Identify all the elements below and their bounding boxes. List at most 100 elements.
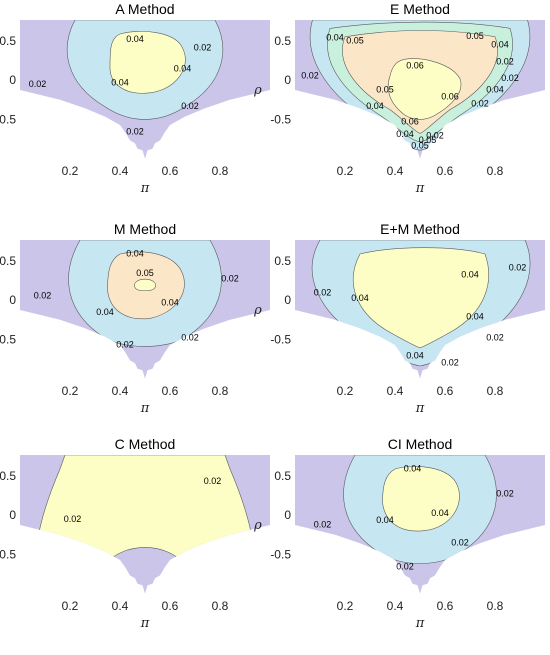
contour-region xyxy=(37,455,253,565)
x-tick-label: 0.6 xyxy=(162,164,179,178)
x-tick-label: 0.4 xyxy=(387,164,404,178)
x-tick-label: 0.4 xyxy=(112,599,129,613)
contour-label: 0.05 xyxy=(376,84,394,94)
x-tick-label: 0.6 xyxy=(437,384,454,398)
x-tick-label: 0.2 xyxy=(337,599,354,613)
x-tick-label: 0.6 xyxy=(437,164,454,178)
x-tick-label: 0.8 xyxy=(487,384,504,398)
y-tick-label: 0.5 xyxy=(274,34,291,48)
x-tick-label: 0.2 xyxy=(62,599,79,613)
contour-label: 0.02 xyxy=(451,538,469,548)
contour-label: 0.04 xyxy=(461,269,479,279)
x-tick-label: 0.2 xyxy=(337,164,354,178)
contour-label: 0.02 xyxy=(396,561,414,571)
y-tick-label: 0.5 xyxy=(274,254,291,268)
y-tick-label: 0.5 xyxy=(0,469,16,483)
chart-panel: 0.050.040.020.060.050.040.020.060.050.04… xyxy=(253,1,545,196)
x-tick-label: 0.4 xyxy=(112,164,129,178)
y-tick-label: -0.5 xyxy=(0,547,16,561)
x-tick-label: 0.8 xyxy=(487,164,504,178)
contour-label: 0.04 xyxy=(126,34,144,44)
contour-label: 0.02 xyxy=(501,73,519,83)
contour-label: 0.02 xyxy=(314,288,332,298)
contour-region xyxy=(353,247,489,349)
x-tick-label: 0.2 xyxy=(337,384,354,398)
contour-label: 0.04 xyxy=(111,77,129,87)
x-tick-label: 0.8 xyxy=(212,164,229,178)
x-axis-label: π xyxy=(140,181,150,196)
x-axis-label: π xyxy=(140,401,150,416)
contour-label: 0.02 xyxy=(64,514,82,524)
y-tick-label: -0.5 xyxy=(0,112,16,126)
x-tick-label: 0.8 xyxy=(212,599,229,613)
chart-panel: 0.02 0.04 0.02 0.04 0.04 0.02 0.04 0.02 E+M Meth… xyxy=(253,221,545,416)
contour-label: 0.02 xyxy=(301,70,319,80)
contour-label: 0.02 xyxy=(126,126,144,136)
panel-title: A Method xyxy=(115,1,174,17)
contour-label: 0.05 xyxy=(411,140,429,150)
x-tick-label: 0.6 xyxy=(162,599,179,613)
y-tick-label: -0.5 xyxy=(270,332,291,346)
contour-label: 0.04 xyxy=(396,129,414,139)
contour-region xyxy=(382,466,460,532)
y-tick-label: 0 xyxy=(284,508,291,522)
contour-label: 0.02 xyxy=(496,56,514,66)
contour-label: 0.02 xyxy=(29,79,47,89)
contour-label: 0.04 xyxy=(126,248,144,258)
x-tick-label: 0.6 xyxy=(162,384,179,398)
contour-label: 0.05 xyxy=(346,35,364,45)
contour-label: 0.02 xyxy=(181,332,199,342)
contour-label: 0.02 xyxy=(314,519,332,529)
contour-label: 0.04 xyxy=(366,101,384,111)
chart-panel: 0.04 0.02 0.04 0.04 0.02 0.02 0.02 CI Method 0.2… xyxy=(253,436,545,631)
y-tick-label: 0.5 xyxy=(0,34,16,48)
x-axis-label: π xyxy=(415,616,425,631)
contour-label: 0.05 xyxy=(136,268,154,278)
contour-label: 0.02 xyxy=(471,98,489,108)
panel-title: M Method xyxy=(114,221,176,237)
contour-label: 0.04 xyxy=(491,40,509,50)
contour-label: 0.02 xyxy=(441,358,459,368)
y-tick-label: 0 xyxy=(284,293,291,307)
chart-panel: 0.02 0.02 C Method 0.2 0.4 0.6 0.8 0.5 0 -0.5 π ρ xyxy=(0,436,270,631)
y-tick-label: 0.5 xyxy=(274,469,291,483)
contour-label: 0.06 xyxy=(441,91,459,101)
panel-title: CI Method xyxy=(388,436,453,452)
y-axis-label: ρ xyxy=(253,518,262,533)
chart-panel: 0.04 0.02 0.04 0.04 0.02 0.02 0.02 A Method 0.2 0… xyxy=(0,1,270,196)
panel-title: C Method xyxy=(115,436,176,452)
contour-label: 0.02 xyxy=(181,101,199,111)
contour-label: 0.04 xyxy=(486,84,504,94)
contour-label: 0.02 xyxy=(194,42,212,52)
contour-label: 0.02 xyxy=(426,131,444,141)
contour-region xyxy=(109,31,186,94)
x-tick-label: 0.4 xyxy=(387,384,404,398)
y-axis-label: ρ xyxy=(253,83,262,98)
contour-label: 0.04 xyxy=(406,351,424,361)
contour-label: 0.04 xyxy=(96,307,114,317)
contour-label: 0.04 xyxy=(351,293,369,303)
contour-label: 0.04 xyxy=(404,463,422,473)
contour-label: 0.04 xyxy=(466,311,484,321)
contour-label: 0.06 xyxy=(406,61,424,71)
x-tick-label: 0.2 xyxy=(62,164,79,178)
contour-region xyxy=(134,278,156,292)
contour-label: 0.02 xyxy=(221,274,239,284)
x-tick-label: 0.8 xyxy=(487,599,504,613)
x-tick-label: 0.6 xyxy=(437,599,454,613)
contour-label: 0.05 xyxy=(419,135,437,145)
contour-label: 0.02 xyxy=(509,262,527,272)
x-axis-label: π xyxy=(140,616,150,631)
x-tick-label: 0.8 xyxy=(212,384,229,398)
y-tick-label: 0.5 xyxy=(0,254,16,268)
y-tick-label: -0.5 xyxy=(270,547,291,561)
x-tick-label: 0.4 xyxy=(387,599,404,613)
x-tick-label: 0.2 xyxy=(62,384,79,398)
y-tick-label: 0 xyxy=(284,73,291,87)
contour-region xyxy=(387,58,462,120)
contour-label: 0.04 xyxy=(431,508,449,518)
contour-label: 0.04 xyxy=(326,33,344,43)
y-tick-label: -0.5 xyxy=(0,332,16,346)
y-tick-label: -0.5 xyxy=(270,112,291,126)
